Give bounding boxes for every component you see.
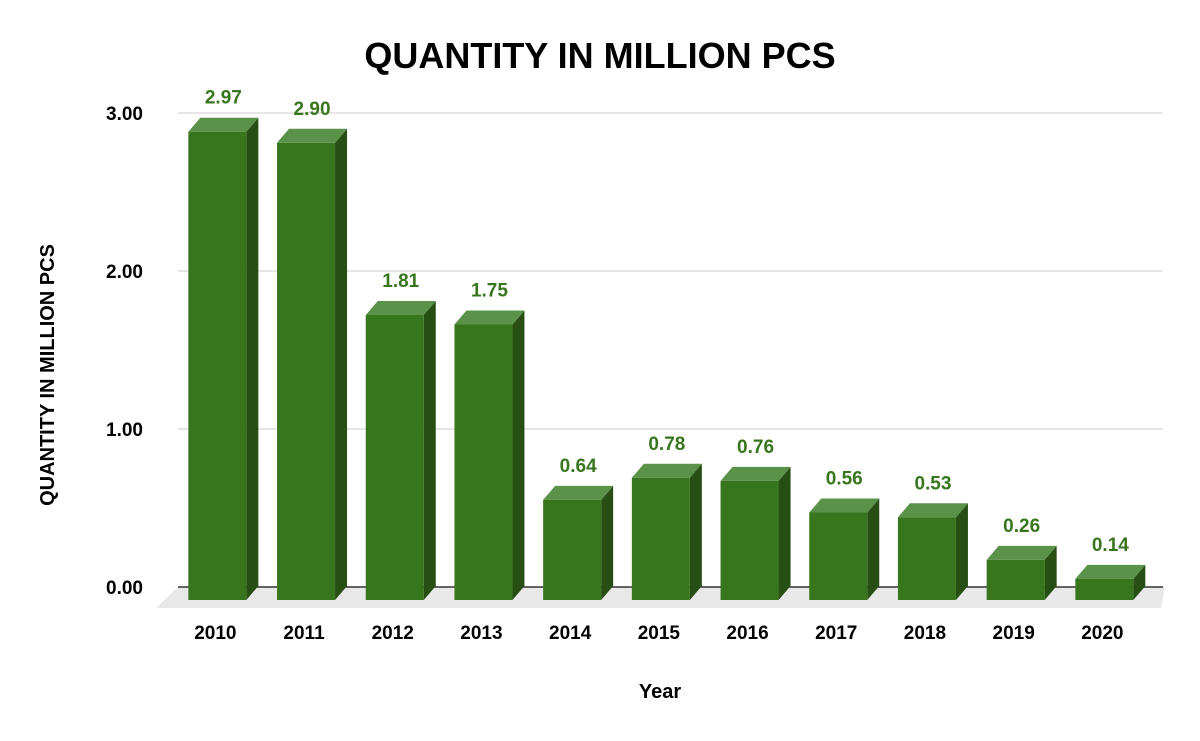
y-tick-label: 3.00: [106, 104, 143, 125]
bar-front-face: [188, 131, 247, 601]
bars: [188, 117, 1146, 601]
bar-top-face: [809, 498, 880, 513]
bar-2017: [809, 498, 880, 600]
data-label: 0.56: [826, 469, 863, 490]
bar-side-face: [423, 301, 436, 600]
x-tick-label: 2012: [372, 623, 414, 644]
data-label: 0.76: [737, 437, 774, 458]
x-tick-labels: 2010 2011 2012 2013 2014 2015 2016 2017 2018 2019…: [194, 623, 1123, 644]
bar-2016: [720, 466, 791, 600]
bar-side-face: [955, 503, 968, 600]
bar-top-face: [188, 117, 259, 132]
bar-top-face: [1075, 564, 1146, 579]
bar-top-face: [720, 466, 791, 481]
bar-2012: [365, 301, 436, 600]
data-label: 1.81: [382, 271, 419, 292]
bar-top-face: [277, 128, 348, 143]
x-tick-label: 2015: [638, 623, 681, 644]
x-tick-label: 2019: [993, 623, 1035, 644]
data-label: 2.90: [294, 99, 331, 120]
bar-top-face: [365, 301, 436, 316]
bar-front-face: [454, 324, 513, 600]
bar-side-face: [335, 128, 348, 601]
bar-side-face: [601, 485, 614, 600]
bar-side-face: [867, 498, 880, 600]
bar-front-face: [809, 512, 868, 600]
x-tick-label: 2011: [283, 623, 325, 644]
y-tick-label: 0.00: [106, 578, 143, 599]
bar-2015: [631, 463, 702, 600]
bar-2019: [986, 545, 1057, 600]
x-tick-label: 2020: [1081, 623, 1123, 644]
bar-front-face: [986, 559, 1045, 600]
bar-side-face: [1044, 545, 1057, 600]
data-labels: 2.97 2.90 1.81 1.75 0.64 0.78 0.76 0.56 0.53 0.26…: [205, 88, 1129, 556]
x-tick-label: 2014: [549, 623, 592, 644]
bar-top-face: [897, 503, 968, 518]
bar-side-face: [778, 466, 791, 600]
y-tick-label: 2.00: [106, 262, 143, 283]
bar-side-face: [689, 463, 702, 600]
chart-title: QUANTITY IN MILLION PCS: [364, 35, 835, 76]
bar-2011: [277, 128, 348, 601]
bar-top-face: [986, 545, 1057, 560]
data-label: 0.78: [648, 434, 685, 455]
bar-2014: [543, 485, 614, 600]
x-tick-label: 2017: [815, 623, 857, 644]
bar-front-face: [897, 517, 956, 600]
bar-side-face: [512, 310, 525, 600]
bar-front-face: [720, 480, 779, 600]
data-label: 0.26: [1003, 516, 1040, 537]
bar-side-face: [1133, 564, 1146, 600]
bar-top-face: [631, 463, 702, 478]
bar-front-face: [277, 142, 336, 601]
bar-top-face: [454, 310, 525, 325]
bar-front-face: [365, 315, 424, 600]
bar-top-face: [543, 485, 614, 500]
x-tick-label: 2010: [194, 623, 236, 644]
bar-2018: [897, 503, 968, 600]
bar-2013: [454, 310, 525, 600]
bar-2010: [188, 117, 259, 601]
data-label: 0.64: [560, 456, 597, 477]
data-label: 2.97: [205, 88, 242, 109]
bar-front-face: [543, 499, 602, 600]
data-label: 0.14: [1092, 535, 1129, 556]
x-tick-label: 2018: [904, 623, 946, 644]
bar-front-face: [631, 477, 690, 600]
bar-front-face: [1075, 578, 1134, 600]
y-tick-labels: 0.00 1.00 2.00 3.00: [106, 104, 143, 599]
y-axis-title: QUANTITY IN MILLION PCS: [37, 244, 59, 506]
bar-side-face: [246, 117, 259, 601]
bar-2020: [1075, 564, 1146, 600]
data-label: 0.53: [914, 473, 951, 494]
data-label: 1.75: [471, 281, 508, 302]
x-tick-label: 2013: [460, 623, 502, 644]
y-tick-label: 1.00: [106, 420, 143, 441]
x-axis-title: Year: [639, 681, 681, 703]
x-tick-label: 2016: [726, 623, 768, 644]
